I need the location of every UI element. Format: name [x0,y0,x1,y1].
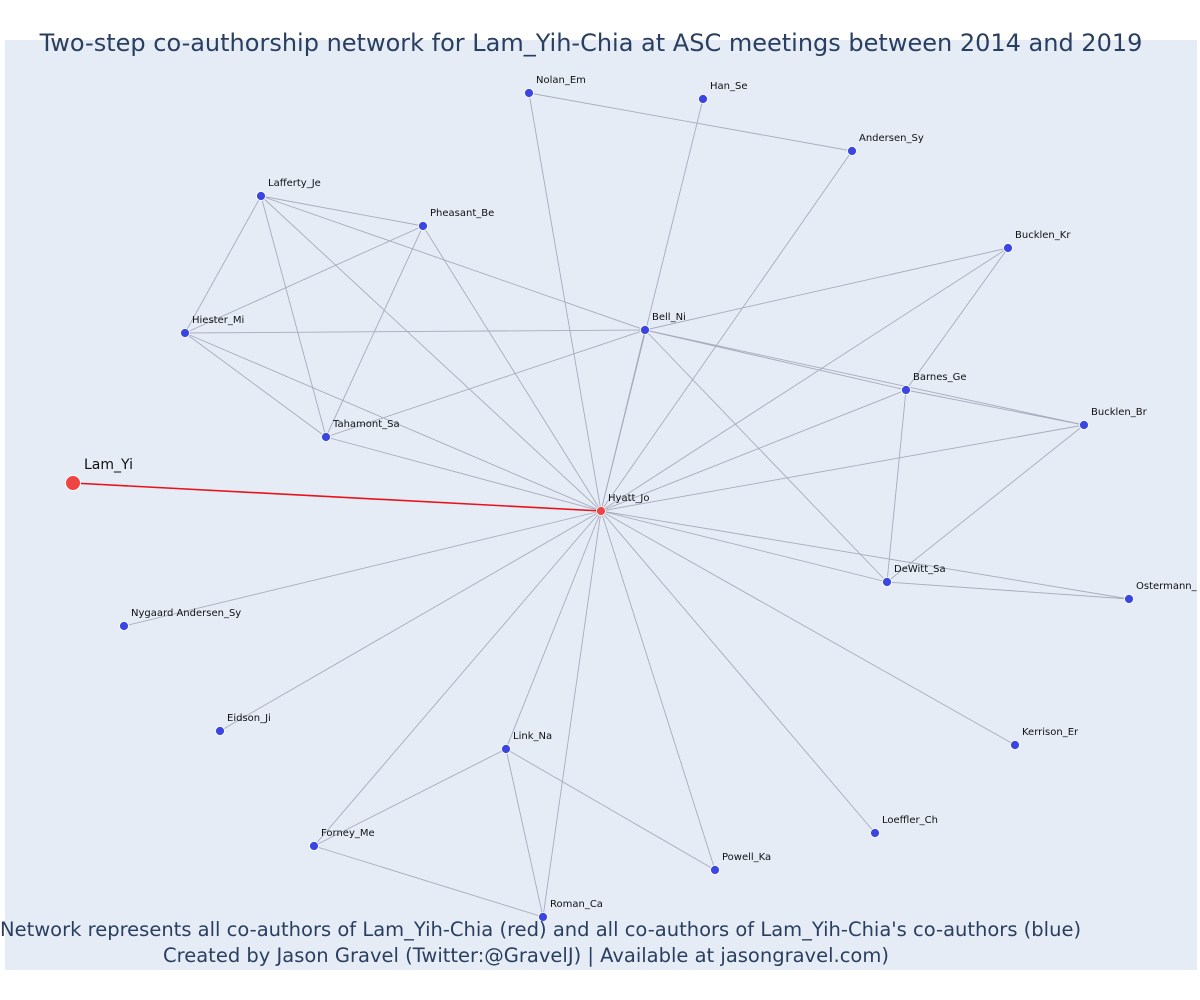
node-powell-ka[interactable] [710,865,720,875]
plot-area [5,40,1197,970]
edge-bucklen-br-dewitt-sa [886,424,1085,583]
edge-hyatt-jo-andersen-sy [600,150,853,512]
node-label-eidson-ji: Eidson_Ji [227,713,271,724]
edge-barnes-ge-dewitt-sa [886,389,907,583]
edge-lafferty-je-bell-ni [260,195,646,331]
page-title: Two-step co-authorship network for Lam_Y… [39,29,1143,57]
edge-bell-ni-bucklen-br [644,329,1085,426]
node-barnes-ge[interactable] [901,385,911,395]
node-lam-yi[interactable] [65,475,81,491]
edge-hyatt-jo-bell-ni [600,329,646,512]
node-hiester-mi[interactable] [180,328,190,338]
edge-link-na-powell-ka [505,748,716,871]
edge-bucklen-kr-barnes-ge [905,247,1009,391]
edge-forney-me-roman-ca [313,845,544,918]
node-label-hyatt-jo: Hyatt_Jo [608,493,649,504]
label-layer: Lam_Yi Hyatt_Jo Nolan_Em Han_Se Andersen_Sy L… [84,75,1198,910]
node-tahamont-sa[interactable] [321,432,331,442]
edge-hyatt-jo-pheasant-be [422,225,602,512]
node-label-roman-ca: Roman_Ca [550,899,603,910]
node-eidson-ji[interactable] [215,726,225,736]
node-label-andersen-sy: Andersen_Sy [859,133,924,144]
edge-hiester-mi-bell-ni [184,329,646,334]
edge-hyatt-jo-roman-ca [542,510,602,918]
node-han-se[interactable] [698,94,708,104]
edge-hyatt-jo-eidson-ji [219,510,602,732]
edge-lafferty-je-tahamont-sa [260,195,327,438]
edge-bell-ni-tahamont-sa [325,329,646,438]
node-label-powell-ka: Powell_Ka [722,852,771,863]
node-bucklen-kr[interactable] [1003,243,1013,253]
node-nygaard-andersen-sy[interactable] [119,621,129,631]
edge-hyatt-jo-forney-me [313,510,602,847]
node-label-forney-me: Forney_Me [321,828,375,839]
node-label-bell-ni: Bell_Ni [652,312,686,323]
node-forney-me[interactable] [309,841,319,851]
node-label-nygaard-andersen-sy: Nygaard Andersen_Sy [131,608,241,619]
edge-nolan-em-andersen-sy [528,92,853,152]
edge-bell-ni-dewitt-sa [644,329,888,583]
edge-dewitt-sa-ostermann [886,581,1130,600]
node-label-lafferty-je: Lafferty_Je [268,178,321,189]
node-layer [65,88,1134,922]
node-kerrison-er[interactable] [1010,740,1020,750]
node-label-link-na: Link_Na [513,731,552,742]
node-loeffler-ch[interactable] [870,828,880,838]
edge-hiester-mi-tahamont-sa [184,332,327,438]
edge-link-na-roman-ca [505,748,544,918]
edge-hyatt-jo-dewitt-sa [600,510,888,583]
node-pheasant-be[interactable] [418,221,428,231]
caption-credit: Created by Jason Gravel (Twitter:@Gravel… [163,944,889,967]
node-dewitt-sa[interactable] [882,577,892,587]
edge-hyatt-jo-link-na [505,510,602,750]
edge-hyatt-jo-hiester-mi [184,332,602,512]
edge-hyatt-jo-ostermann [600,510,1130,600]
node-roman-ca[interactable] [538,912,548,922]
node-label-han-se: Han_Se [710,81,748,92]
node-label-kerrison-er: Kerrison_Er [1022,727,1079,738]
node-label-tahamont-sa: Tahamont_Sa [332,419,400,430]
edge-hyatt-jo-powell-ka [600,510,716,871]
node-label-hiester-mi: Hiester_Mi [192,315,244,326]
edge-hyatt-jo-loeffler-ch [600,510,876,834]
node-link-na[interactable] [501,744,511,754]
edge-bell-ni-barnes-ge [644,329,907,391]
node-label-bucklen-kr: Bucklen_Kr [1015,230,1071,241]
node-label-dewitt-sa: DeWitt_Sa [894,564,946,575]
node-label-nolan-em: Nolan_Em [536,75,586,86]
edge-hyatt-jo-bucklen-br [600,424,1085,512]
edge-pheasant-be-hiester-mi [184,225,424,334]
edge-hyatt-jo-tahamont-sa [325,436,602,512]
edge-hyatt-jo-nygaard-andersen-sy [123,510,602,627]
node-hyatt-jo[interactable] [596,506,606,516]
node-label-loeffler-ch: Loeffler_Ch [882,815,938,826]
edge-hyatt-jo-barnes-ge [600,389,907,512]
edge-lafferty-je-hiester-mi [184,195,262,334]
node-label-ostermann: Ostermann_ [1136,581,1198,592]
edge-lam-yi-hyatt-jo [72,482,602,512]
edge-barnes-ge-bucklen-br [905,389,1085,426]
node-label-bucklen-br: Bucklen_Br [1091,407,1148,418]
edge-link-na-forney-me [313,748,507,847]
node-bell-ni[interactable] [640,325,650,335]
node-label-lam-yi: Lam_Yi [84,457,133,473]
node-ostermann[interactable] [1124,594,1134,604]
edge-hyatt-jo-lafferty-je [260,195,602,512]
caption-description: Network represents all co-authors of Lam… [0,918,1082,941]
node-nolan-em[interactable] [524,88,534,98]
node-label-pheasant-be: Pheasant_Be [430,208,494,219]
edge-bell-ni-bucklen-kr [644,247,1009,331]
node-bucklen-br[interactable] [1079,420,1089,430]
edge-layer [72,92,1130,918]
edge-hyatt-jo-bucklen-kr [600,247,1009,512]
node-andersen-sy[interactable] [847,146,857,156]
node-lafferty-je[interactable] [256,191,266,201]
edge-hyatt-jo-kerrison-er [600,510,1016,746]
node-label-barnes-ge: Barnes_Ge [913,372,967,383]
edge-lafferty-je-pheasant-be [260,195,424,227]
